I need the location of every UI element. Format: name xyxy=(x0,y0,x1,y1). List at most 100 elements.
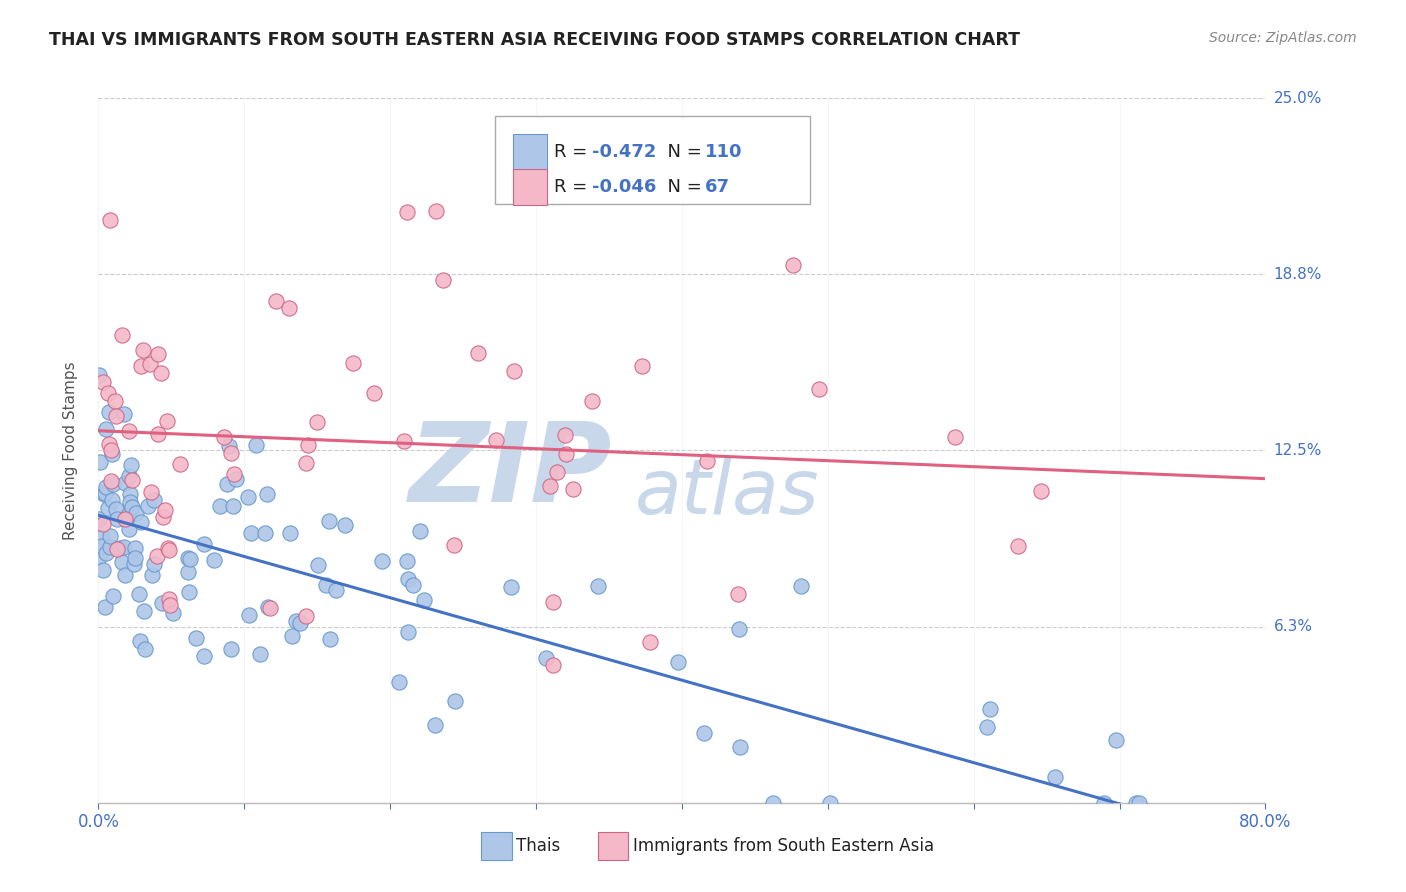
FancyBboxPatch shape xyxy=(495,116,810,204)
Point xyxy=(153,503,176,517)
Point xyxy=(179,585,201,599)
Point xyxy=(790,579,813,593)
Text: R =: R = xyxy=(554,144,592,161)
Point xyxy=(120,495,142,509)
Point xyxy=(118,522,141,536)
Point xyxy=(443,538,465,552)
Point xyxy=(94,599,117,614)
Point xyxy=(396,572,419,586)
Point xyxy=(129,515,152,529)
Point xyxy=(501,580,523,594)
Point xyxy=(105,542,128,557)
Point xyxy=(114,512,136,526)
Point xyxy=(1007,539,1029,553)
Point xyxy=(129,359,152,374)
FancyBboxPatch shape xyxy=(481,832,512,860)
Point xyxy=(392,434,415,449)
Point xyxy=(318,515,340,529)
Point xyxy=(315,578,337,592)
Point xyxy=(396,625,419,640)
Point xyxy=(543,658,565,673)
Point xyxy=(249,647,271,661)
Point xyxy=(91,539,114,553)
Point xyxy=(117,508,139,523)
Point xyxy=(561,482,583,496)
Point xyxy=(409,524,432,538)
FancyBboxPatch shape xyxy=(598,832,628,860)
Point xyxy=(152,509,174,524)
Point xyxy=(132,343,155,357)
Point xyxy=(284,615,307,629)
Point xyxy=(401,578,423,592)
Point xyxy=(148,346,170,360)
Point xyxy=(125,506,148,520)
Point xyxy=(668,655,690,669)
Point xyxy=(89,455,111,469)
Point xyxy=(107,512,129,526)
Point xyxy=(146,549,169,563)
Point xyxy=(727,587,749,601)
Point xyxy=(295,609,318,624)
Point xyxy=(307,415,329,429)
Point xyxy=(1092,796,1115,810)
Point xyxy=(101,447,124,461)
Point xyxy=(139,357,162,371)
Point xyxy=(186,632,208,646)
Point xyxy=(128,587,150,601)
Point xyxy=(94,485,117,500)
Point xyxy=(114,476,136,491)
Point xyxy=(307,558,329,573)
Point xyxy=(143,557,166,571)
Point xyxy=(118,487,141,501)
Point xyxy=(209,500,232,514)
Point xyxy=(588,579,610,593)
Point xyxy=(412,593,434,607)
Text: Source: ZipAtlas.com: Source: ZipAtlas.com xyxy=(1209,31,1357,45)
Point xyxy=(108,541,131,555)
Point xyxy=(727,622,749,636)
Point xyxy=(1045,770,1067,784)
Point xyxy=(363,386,385,401)
Point xyxy=(89,368,111,383)
Point xyxy=(640,634,662,648)
Point xyxy=(100,493,122,508)
Point xyxy=(138,500,160,514)
Point xyxy=(142,493,165,508)
Point xyxy=(157,541,180,556)
Point xyxy=(111,555,134,569)
FancyBboxPatch shape xyxy=(513,169,547,205)
Point xyxy=(782,258,804,272)
Text: -0.472: -0.472 xyxy=(592,144,657,161)
Point xyxy=(162,607,184,621)
Text: 25.0%: 25.0% xyxy=(1274,91,1322,105)
Point xyxy=(89,512,111,526)
Point xyxy=(101,477,124,491)
Text: N =: N = xyxy=(657,178,707,196)
Point xyxy=(1105,733,1128,747)
Point xyxy=(157,542,180,557)
Point xyxy=(240,526,263,541)
Point xyxy=(423,718,446,732)
Text: atlas: atlas xyxy=(636,456,820,530)
Point xyxy=(93,486,115,500)
Point xyxy=(156,414,179,428)
Point xyxy=(278,526,301,541)
Point xyxy=(94,546,117,560)
Point xyxy=(280,629,302,643)
Point xyxy=(485,433,508,447)
Point xyxy=(290,615,312,630)
Point xyxy=(121,500,143,515)
Point xyxy=(325,583,347,598)
Text: R =: R = xyxy=(554,178,592,196)
Point xyxy=(581,394,603,409)
Point xyxy=(132,604,155,618)
Point xyxy=(541,595,564,609)
Point xyxy=(333,518,356,533)
Point xyxy=(98,213,121,227)
Point xyxy=(128,633,150,648)
Point xyxy=(256,487,278,501)
Point xyxy=(555,447,578,461)
Point xyxy=(91,516,114,531)
Y-axis label: Receiving Food Stamps: Receiving Food Stamps xyxy=(63,361,77,540)
Point xyxy=(976,720,998,734)
